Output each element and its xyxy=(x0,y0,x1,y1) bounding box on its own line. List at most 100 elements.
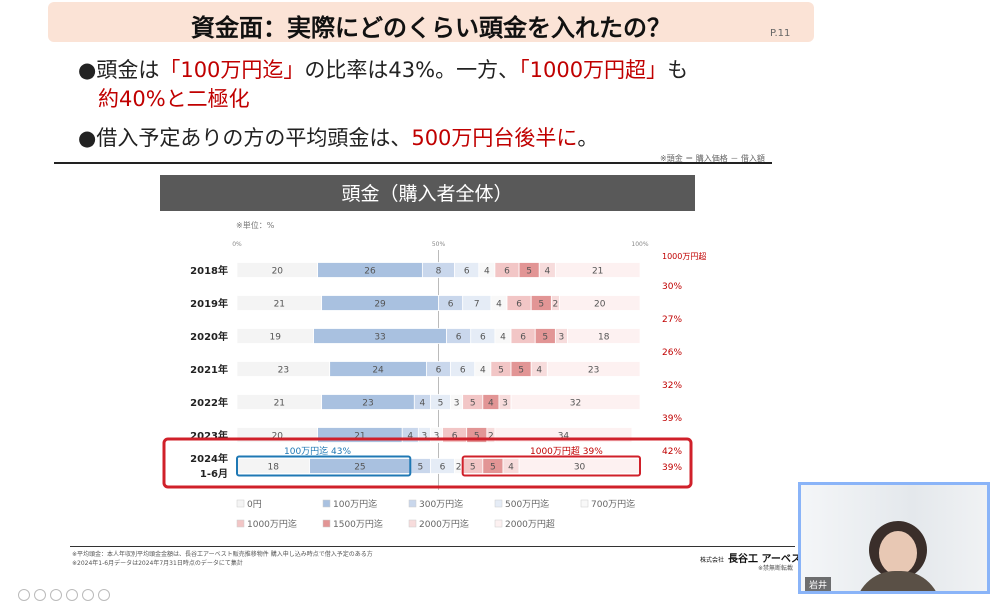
legend-label: 1500万円迄 xyxy=(333,518,383,530)
right-label-header: 1000万円超 xyxy=(662,251,706,261)
data-label: 2 xyxy=(456,463,462,473)
bullet-2-post: 。 xyxy=(577,126,599,150)
chart-row: 2021年 23 24 6 6 4 5 5 4 23 xyxy=(190,361,641,377)
bar-segment xyxy=(510,394,641,410)
legend-swatch xyxy=(322,499,331,508)
control-icon[interactable] xyxy=(18,589,30,601)
logo-text: 長谷工 アーベスト xyxy=(728,554,812,565)
data-label: 8 xyxy=(436,267,442,277)
legend-label: 300万円迄 xyxy=(419,498,463,510)
data-label: 4 xyxy=(536,366,542,376)
data-label: 6 xyxy=(452,432,458,442)
right-label: 42% xyxy=(662,447,682,457)
control-icon[interactable] xyxy=(82,589,94,601)
data-label: 29 xyxy=(374,300,386,310)
right-label: 39% xyxy=(662,414,682,424)
data-label: 5 xyxy=(526,267,532,277)
chart-legend: 0円 100万円迄 300万円迄 500万円迄 700万円迄 1000万円迄 1500万円迄… xyxy=(236,498,635,530)
data-label: 6 xyxy=(440,463,446,473)
category-label: 2022年 xyxy=(190,396,228,409)
bullet-1-highlight-1: 「100万円迄」 xyxy=(159,58,305,82)
participant-body xyxy=(855,571,941,591)
bullet-mark: ● xyxy=(78,58,97,82)
page-number: P.11 xyxy=(770,28,791,39)
bullet-2-highlight: 500万円台後半に xyxy=(411,126,578,150)
bullet-1-pre: 頭金は xyxy=(96,58,160,82)
legend-label: 700万円迄 xyxy=(591,498,635,510)
participant-video[interactable]: 岩井 xyxy=(798,482,990,594)
right-label: 30% xyxy=(662,282,682,292)
highlight-frame xyxy=(162,437,693,489)
x-tick-label: 100% xyxy=(631,241,648,248)
data-label: 19 xyxy=(270,333,282,343)
data-label: 21 xyxy=(354,432,365,442)
right-label: 39% xyxy=(662,463,682,473)
data-label: 5 xyxy=(470,399,476,409)
bullet-1-post: も xyxy=(667,58,689,82)
data-label: 34 xyxy=(558,432,570,442)
data-label: 5 xyxy=(470,463,476,473)
legend-swatch xyxy=(494,519,503,528)
legend-label: 0円 xyxy=(247,499,262,510)
data-label: 4 xyxy=(544,267,550,277)
category-label: 2020年 xyxy=(190,330,228,343)
data-label: 6 xyxy=(456,333,462,343)
category-label: 1-6月 xyxy=(200,468,228,480)
data-label: 5 xyxy=(518,366,524,376)
highlight-label-left: 100万円迄 43% xyxy=(284,445,351,457)
legend-swatch xyxy=(322,519,331,528)
data-label: 20 xyxy=(272,267,284,277)
chart-row: 2022年 21 23 4 5 3 5 4 3 32 xyxy=(190,394,641,410)
data-label: 20 xyxy=(594,300,606,310)
bullet-2: ●借入予定ありの方の平均頭金は、500万円台後半に。 xyxy=(78,124,598,153)
data-label: 4 xyxy=(420,399,426,409)
bullet-1: ●頭金は「100万円迄」の比率は43%。一方、「1000万円超」も 約40%と二… xyxy=(78,56,688,114)
right-label: 27% xyxy=(662,315,682,325)
legend-swatch xyxy=(408,499,417,508)
data-label: 5 xyxy=(474,432,480,442)
viewer-controls xyxy=(18,586,114,605)
control-icon[interactable] xyxy=(50,589,62,601)
data-label: 23 xyxy=(278,366,289,376)
company-logo: 株式会社 長谷工 アーベスト xyxy=(700,550,811,565)
data-label: 18 xyxy=(598,333,610,343)
data-label: 4 xyxy=(484,267,490,277)
data-label: 25 xyxy=(354,463,365,473)
data-label: 5 xyxy=(490,463,496,473)
control-icon[interactable] xyxy=(66,589,78,601)
highlight-box-high xyxy=(461,455,641,477)
data-label: 6 xyxy=(480,333,486,343)
data-label: 4 xyxy=(488,399,494,409)
data-label: 3 xyxy=(454,399,460,409)
source-note: ※2024年1-6月データは2024年7月31日時点のデータにて集計 xyxy=(72,560,243,567)
data-label: 3 xyxy=(502,399,508,409)
data-label: 3 xyxy=(434,432,440,442)
right-labels: 30% 27% 26% 32% 39% 42% 39% xyxy=(662,282,682,473)
data-label: 2 xyxy=(488,432,494,442)
chart-row: 2020年 19 33 6 6 4 6 5 3 18 xyxy=(190,328,641,344)
participant-face xyxy=(879,531,917,575)
participant-name: 岩井 xyxy=(805,577,832,591)
data-label: 5 xyxy=(417,463,423,473)
unit-note: ※単位：% xyxy=(236,220,275,230)
control-icon[interactable] xyxy=(34,589,46,601)
data-label: 6 xyxy=(516,300,522,310)
control-icon[interactable] xyxy=(98,589,110,601)
data-label: 6 xyxy=(504,267,510,277)
logo-prefix: 株式会社 xyxy=(700,557,725,564)
chart-title: 頭金（購入者全体） xyxy=(341,183,512,205)
formula-footnote: ※頭金 ＝ 購入価格 － 借入額 xyxy=(660,154,765,163)
title-bar: 資金面：実際にどのくらい頭金を入れたの？ xyxy=(48,2,814,42)
highlight-box-low xyxy=(236,455,412,477)
divider xyxy=(54,162,772,164)
source-notes: ※平均頭金：本人年収別平均頭金金額は、長谷工アーベスト販売推移物件 購入申し込み… xyxy=(72,550,373,568)
right-label: 32% xyxy=(662,381,682,391)
bullet-2-pre: 借入予定ありの方の平均頭金は、 xyxy=(96,126,412,150)
legend-label: 2000万円超 xyxy=(505,518,555,530)
category-label: 2018年 xyxy=(190,264,228,277)
data-label: 2 xyxy=(553,300,559,310)
legend-swatch xyxy=(494,499,503,508)
data-label: 4 xyxy=(480,366,486,376)
